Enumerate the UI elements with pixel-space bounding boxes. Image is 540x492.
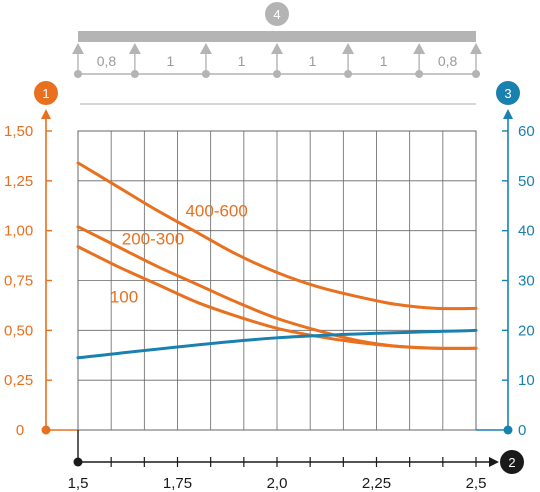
right-axis-tick-label: 50 [518, 173, 535, 190]
left-axis-badge-circle [34, 81, 58, 105]
left-axis-tick-label: 1,00 [4, 223, 33, 240]
axes [41, 109, 513, 467]
beam-support [342, 43, 355, 54]
right-axis-tick-label: 40 [518, 223, 535, 240]
series-line-100 [76, 245, 478, 350]
series-line-right-axis [76, 328, 478, 360]
left-axis-tick-label: 0,50 [4, 322, 33, 339]
bottom-axis-tick-label: 1,5 [68, 475, 89, 492]
left-axis-badge-number: 1 [42, 86, 49, 101]
beam-span-label: 0,8 [438, 53, 458, 69]
bottom-axis-origin-dot [73, 457, 83, 467]
bottom-axis-ticks: 1,5 1,75 2,0 2,25 2,5 [68, 457, 487, 492]
right-axis-tick-label: 0 [518, 422, 526, 439]
bottom-axis-tick-label: 2,5 [466, 475, 487, 492]
left-axis-ticks: 0 0,25 0,50 0,75 1,00 1,25 1,50 [4, 123, 52, 439]
curve-label-400-600: 400-600 [185, 202, 247, 221]
beam-support [128, 43, 141, 54]
beam-span-label: 0,8 [97, 53, 117, 69]
right-axis-origin-dot [503, 425, 513, 435]
left-axis-badge: 1 [34, 81, 58, 105]
left-axis-tick-label: 0,75 [4, 273, 33, 290]
left-axis-origin-dot [41, 425, 51, 435]
right-axis-badge-circle [496, 81, 520, 105]
right-axis-badge-number: 3 [504, 86, 511, 101]
bottom-axis-badge-number: 2 [508, 455, 515, 470]
beam-support [199, 43, 212, 54]
right-axis-tick-label: 30 [518, 273, 535, 290]
beam-support [413, 43, 426, 54]
bottom-axis-tick-label: 2,25 [362, 475, 391, 492]
beam-span-label: 1 [238, 53, 246, 69]
right-axis-tick-label: 60 [518, 123, 535, 140]
left-axis-tick-label: 0,25 [4, 372, 33, 389]
bottom-axis-arrow [489, 457, 499, 467]
beam-support [470, 43, 482, 54]
beam-badge [265, 2, 289, 26]
curve-label-100: 100 [110, 287, 138, 306]
beam-span-label: 1 [309, 53, 317, 69]
left-axis-tick-label: 1,25 [4, 173, 33, 190]
beam-spans: 0,8 1 1 1 1 0,8 [97, 53, 458, 69]
left-axis-tick-label: 1,50 [4, 123, 33, 140]
curve-label-200-300: 200-300 [122, 230, 184, 249]
beam-supports [72, 43, 482, 78]
series [76, 161, 478, 360]
right-axis-badge: 3 [496, 81, 520, 105]
beam-span-label: 1 [380, 53, 388, 69]
right-axis-tick-label: 20 [518, 322, 535, 339]
beam-diagram: 4 0,8 1 1 1 1 0,8 [72, 2, 482, 78]
beam-badge-number: 4 [273, 7, 280, 22]
bottom-axis-badge: 2 [500, 450, 524, 474]
beam-support [271, 43, 283, 54]
bottom-axis-tick-label: 1,75 [163, 475, 192, 492]
right-axis-arrow [503, 109, 513, 119]
bottom-axis-badge-circle [500, 450, 524, 474]
left-axis-arrow [41, 109, 51, 119]
bottom-axis-tick-label: 2,0 [267, 475, 288, 492]
grid [77, 130, 477, 431]
right-axis-ticks: 0 10 20 30 40 50 60 [502, 123, 535, 439]
left-axis-tick-label: 0 [16, 422, 24, 439]
series-line-400-600 [76, 161, 478, 311]
beam-span-label: 1 [166, 53, 174, 69]
beam-support [72, 43, 84, 54]
beam-bar [78, 31, 476, 42]
right-axis-tick-label: 10 [518, 372, 535, 389]
